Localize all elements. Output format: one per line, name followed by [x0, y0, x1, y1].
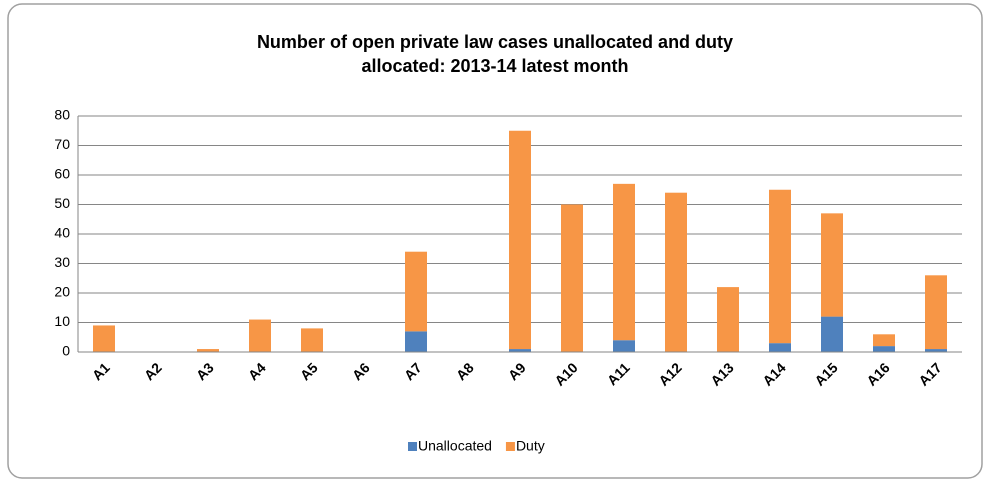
y-tick-label: 60 — [54, 166, 70, 182]
bar — [93, 325, 115, 352]
y-tick-label: 10 — [54, 313, 70, 329]
bar — [821, 316, 843, 352]
y-tick-label: 40 — [54, 225, 70, 241]
y-tick-label: 50 — [54, 195, 70, 211]
bar — [873, 334, 895, 347]
bar — [769, 189, 791, 344]
bar — [613, 183, 635, 341]
bar — [925, 275, 947, 350]
legend-swatch — [505, 442, 515, 451]
bar — [405, 251, 427, 332]
bar — [561, 204, 583, 352]
chart-border — [7, 3, 983, 479]
bar — [509, 130, 531, 350]
bar — [717, 287, 739, 352]
bar — [665, 192, 687, 352]
bar — [873, 346, 895, 352]
legend-swatch — [408, 442, 417, 451]
bar — [301, 328, 323, 352]
bar — [405, 331, 427, 352]
bar — [925, 349, 947, 352]
y-tick-label: 20 — [54, 284, 70, 300]
bar — [509, 349, 531, 352]
y-tick-label: 0 — [62, 343, 70, 359]
chart-title: allocated: 2013-14 latest month — [361, 56, 628, 76]
y-tick-label: 70 — [54, 136, 70, 152]
y-tick-label: 30 — [54, 254, 70, 270]
bar — [769, 343, 791, 352]
legend-label: Duty — [516, 438, 545, 454]
bar — [249, 319, 271, 352]
bar — [613, 340, 635, 352]
chart-title: Number of open private law cases unalloc… — [257, 32, 733, 52]
bar — [197, 349, 219, 352]
bar — [821, 213, 843, 317]
y-tick-label: 80 — [54, 107, 70, 123]
legend-label: Unallocated — [418, 438, 492, 454]
